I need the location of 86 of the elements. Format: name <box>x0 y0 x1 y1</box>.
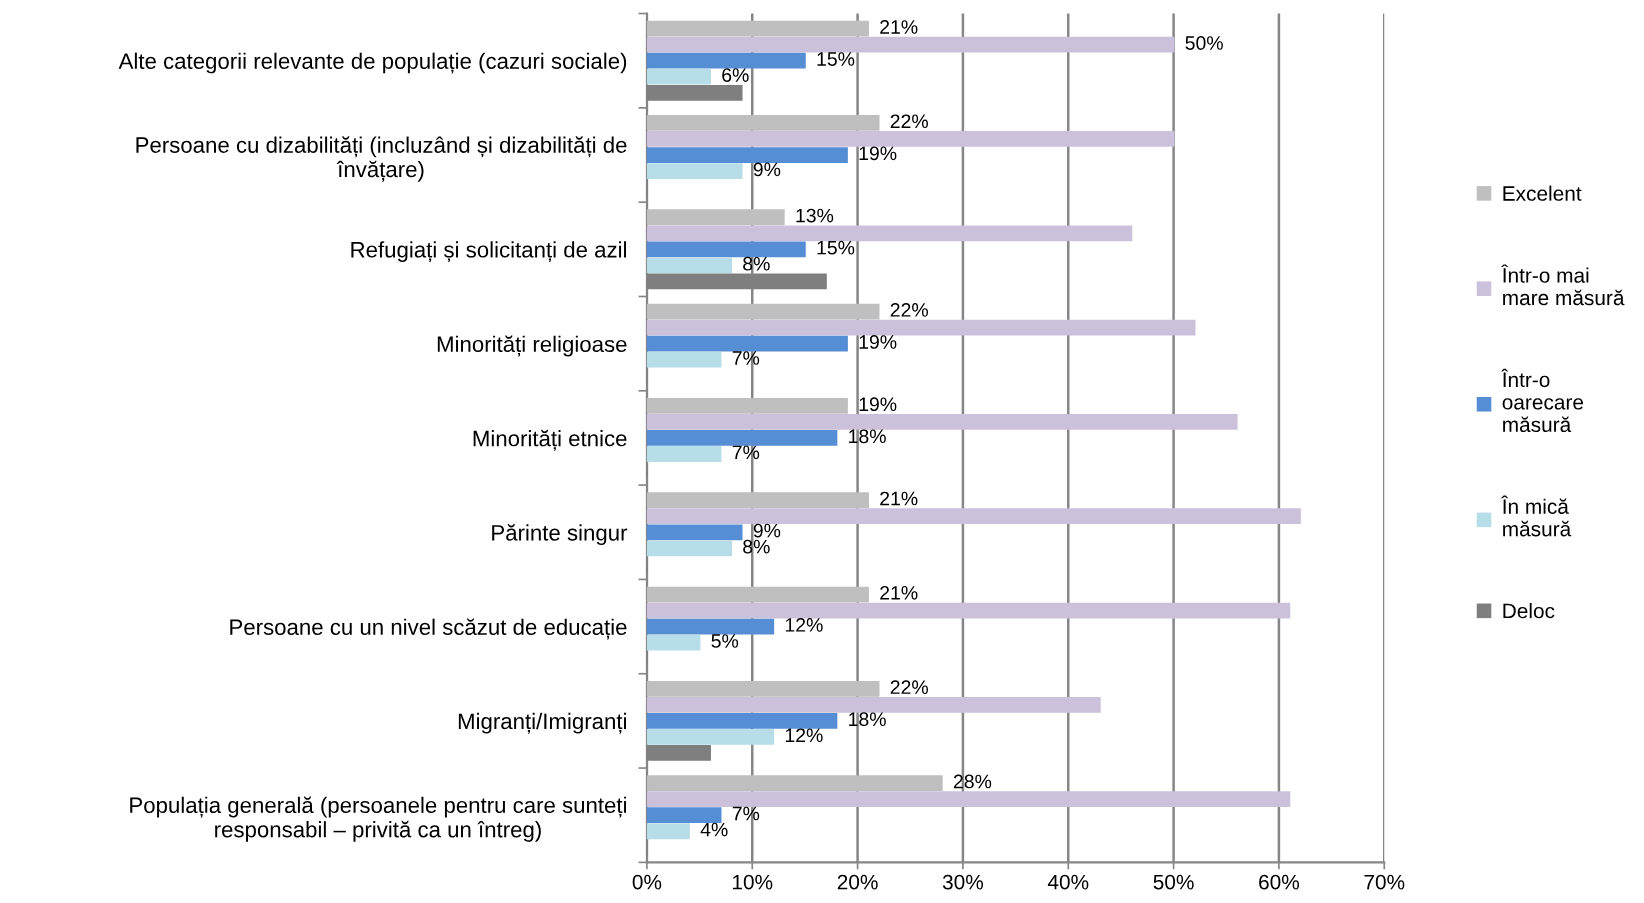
bar <box>646 492 869 509</box>
y-tick-label: Migranți/Imigranți <box>458 712 626 734</box>
data-label: 28% <box>953 774 992 789</box>
data-label: 13% <box>796 208 834 223</box>
bar <box>646 209 785 226</box>
x-tick-label: 30% <box>942 874 984 890</box>
data-label: 8% <box>743 256 770 271</box>
bar <box>646 634 701 651</box>
bar <box>646 131 1175 147</box>
y-tick-label: Alte categorii relevante de populație (cazuri sociale) <box>118 52 627 74</box>
bar <box>646 52 806 69</box>
x-tick-label: 60% <box>1259 874 1300 890</box>
x-tick-label: 70% <box>1364 874 1405 890</box>
bar <box>646 147 848 163</box>
bar <box>646 446 722 462</box>
data-label: 21% <box>880 585 918 600</box>
data-label: 21% <box>880 20 918 34</box>
bar <box>646 20 869 37</box>
x-tick-label: 20% <box>837 874 878 890</box>
bar <box>646 241 806 258</box>
y-tick-label: Persoane cu dizabilități (incluzând și dizabilități de învățare) <box>136 136 627 182</box>
data-label: 7% <box>732 806 760 821</box>
data-label: 19% <box>859 146 897 161</box>
y-tick-label: Părinte singur <box>492 524 628 546</box>
data-label: 9% <box>753 162 781 177</box>
legend-label: Deloc <box>1503 603 1555 619</box>
data-label: 4% <box>700 822 728 837</box>
bar <box>646 68 711 85</box>
bar <box>646 540 733 557</box>
bar <box>646 319 1196 336</box>
x-tick-label: 50% <box>1153 874 1194 890</box>
y-tick-label: Minorități etnice <box>473 429 627 451</box>
x-tick-label: 10% <box>732 874 773 890</box>
bar <box>646 680 880 697</box>
x-tick-label: 40% <box>1047 874 1089 890</box>
data-label: 15% <box>817 240 855 255</box>
data-label: 50% <box>1185 36 1223 50</box>
data-label: 18% <box>849 429 886 444</box>
data-label: 21% <box>880 491 918 506</box>
data-label: 15% <box>817 52 855 66</box>
bar <box>646 163 743 179</box>
data-label: 19% <box>859 397 897 412</box>
data-label: 7% <box>732 351 760 365</box>
bar <box>646 414 1238 430</box>
bar <box>646 36 1175 53</box>
legend-label: Excelent <box>1503 185 1582 201</box>
data-label: 22% <box>890 680 928 694</box>
bar <box>646 696 1101 713</box>
bar <box>646 586 869 603</box>
y-tick-label: Persoane cu un nivel scăzut de educație <box>230 618 627 640</box>
bar <box>646 807 722 824</box>
bar <box>646 729 775 745</box>
data-label: 12% <box>785 728 823 743</box>
data-label: 18% <box>849 712 886 727</box>
bar <box>646 225 1133 242</box>
data-label: 8% <box>743 539 770 554</box>
bar <box>646 351 722 368</box>
legend-label: Într-o mai mare măsură <box>1501 264 1625 306</box>
x-tick-label: 0% <box>632 874 662 890</box>
bar <box>646 303 880 320</box>
bar <box>646 713 838 729</box>
bar <box>646 335 848 352</box>
data-label: 22% <box>890 303 928 317</box>
legend-label: În mică măsură <box>1501 495 1572 537</box>
bar <box>646 430 838 446</box>
bar <box>646 823 690 840</box>
data-label: 19% <box>859 335 897 349</box>
data-label: 12% <box>785 618 823 632</box>
bar <box>646 115 880 131</box>
data-label: 7% <box>732 445 760 460</box>
y-tick-label: Populația generală (persoanele pentru care sunteți responsabil – privită ca un întreg) <box>130 796 627 842</box>
data-label: 6% <box>722 68 749 82</box>
bar <box>646 397 848 414</box>
bar <box>646 791 1291 808</box>
legend-label: Într-o oarecare măsură <box>1501 368 1584 433</box>
data-label: 22% <box>890 114 928 129</box>
bar <box>646 775 943 792</box>
y-tick-label: Minorități religioase <box>437 335 627 357</box>
data-label: 9% <box>753 523 781 538</box>
bar <box>646 602 1291 619</box>
bar <box>646 524 743 541</box>
y-tick-label: Refugiați și solicitanți de azil <box>351 241 626 263</box>
bar <box>646 508 1301 525</box>
bar <box>646 257 733 274</box>
bar <box>646 618 775 635</box>
data-label: 5% <box>711 634 739 648</box>
